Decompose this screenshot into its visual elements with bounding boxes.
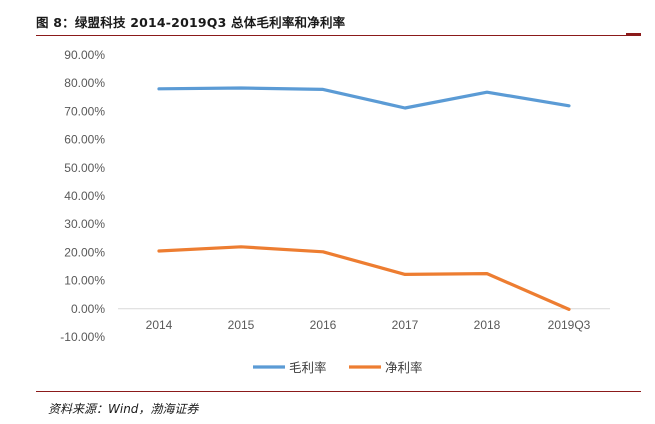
x-tick-label: 2017 xyxy=(392,318,419,332)
x-tick-label: 2015 xyxy=(228,318,255,332)
title-divider-accent xyxy=(626,33,641,36)
line-chart: 90.00% 80.00% 70.00% 60.00% 50.00% 40.00% 30.0… xyxy=(60,48,610,375)
legend-label-2: 净利率 xyxy=(385,360,423,375)
x-tick-label: 2016 xyxy=(310,318,337,332)
series-line-2 xyxy=(157,245,571,311)
y-axis: 90.00% 80.00% 70.00% 60.00% 50.00% 40.00% 30.0… xyxy=(60,48,105,344)
y-tick-label: 10.00% xyxy=(64,274,105,288)
series-line-1 xyxy=(157,86,571,110)
y-tick-label: 0.00% xyxy=(71,302,105,316)
y-tick-label: 40.00% xyxy=(64,189,105,203)
x-tick-label: 2019Q3 xyxy=(548,318,591,332)
title-divider xyxy=(36,35,641,36)
y-tick-label: 60.00% xyxy=(64,133,105,147)
y-tick-label: 30.00% xyxy=(64,217,105,231)
y-tick-label: 70.00% xyxy=(64,104,105,118)
x-axis: 2014 2015 2016 2017 2018 2019Q3 xyxy=(146,318,591,332)
legend-label-1: 毛利率 xyxy=(289,360,327,375)
footer-divider xyxy=(36,391,641,392)
y-tick-label: 80.00% xyxy=(64,76,105,90)
figure-title: 图 8：绿盟科技 2014-2019Q3 总体毛利率和净利率 xyxy=(36,15,346,30)
source-note: 资料来源：Wind，渤海证券 xyxy=(48,402,199,416)
y-tick-label: 90.00% xyxy=(64,48,105,62)
y-tick-label: 50.00% xyxy=(64,161,105,175)
legend: 毛利率 净利率 xyxy=(253,360,423,375)
series-layer xyxy=(157,86,571,311)
x-tick-label: 2018 xyxy=(474,318,501,332)
y-tick-label: -10.00% xyxy=(60,330,105,344)
y-tick-label: 20.00% xyxy=(64,245,105,259)
x-tick-label: 2014 xyxy=(146,318,173,332)
